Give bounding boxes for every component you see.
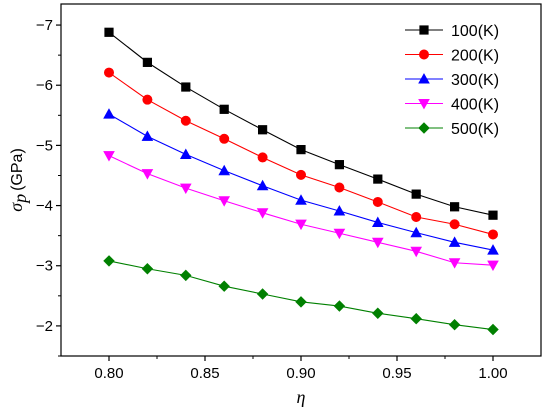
data-point — [257, 152, 268, 163]
data-point — [103, 108, 115, 119]
data-point — [333, 300, 346, 312]
data-point — [333, 228, 346, 240]
data-point — [179, 183, 192, 195]
data-point — [448, 318, 461, 331]
data-point — [411, 189, 421, 199]
legend-label: 300(K) — [451, 72, 499, 89]
data-point — [334, 160, 345, 170]
data-point — [296, 145, 306, 155]
y-axis-unit: (GPa) — [9, 148, 26, 191]
series-group — [103, 27, 499, 336]
series-2 — [104, 67, 498, 240]
data-point — [410, 226, 423, 238]
data-point — [181, 82, 191, 92]
x-ticks: 0.80 0.85 0.90 0.95 1.00 — [94, 356, 508, 382]
data-point — [334, 182, 345, 193]
legend-label: 400(K) — [451, 97, 499, 114]
data-point — [372, 196, 383, 207]
data-point — [256, 288, 269, 300]
x-tick-label: 0.90 — [286, 365, 315, 382]
data-point — [141, 169, 154, 180]
data-point — [487, 260, 499, 272]
data-point — [449, 202, 460, 212]
data-point — [371, 216, 384, 227]
series-4 — [103, 151, 499, 272]
data-point — [180, 269, 192, 282]
data-point — [373, 174, 383, 184]
legend-label: 200(K) — [451, 48, 499, 65]
data-point — [448, 236, 461, 247]
data-point — [418, 73, 430, 84]
series-3 — [103, 108, 499, 255]
legend-item: 200(K) — [405, 48, 499, 65]
y-tick-label: −5 — [36, 137, 53, 154]
data-point — [295, 219, 307, 231]
data-point — [487, 229, 498, 240]
data-point — [141, 130, 154, 141]
legend-label: 100(K) — [451, 23, 499, 40]
y-ticks: −2 −3 −4 −5 −6 −7 — [36, 17, 61, 357]
y-tick-label: −2 — [36, 318, 53, 335]
data-point — [487, 323, 499, 336]
data-point — [448, 258, 461, 269]
data-point — [410, 246, 423, 258]
y-tick-label: −6 — [36, 77, 53, 94]
legend-label: 500(K) — [451, 121, 499, 138]
data-point — [256, 179, 269, 191]
legend-item: 100(K) — [405, 23, 499, 40]
data-point — [219, 133, 230, 144]
data-point — [418, 122, 430, 134]
data-point — [372, 307, 384, 320]
data-point — [257, 125, 268, 135]
data-point — [104, 27, 114, 37]
data-point — [418, 49, 429, 60]
data-point — [295, 194, 307, 205]
series-5 — [103, 255, 499, 336]
data-point — [410, 312, 422, 325]
data-point — [333, 205, 346, 216]
x-tick-label: 0.85 — [190, 365, 219, 382]
y-tick-label: −7 — [36, 17, 53, 34]
series-1 — [104, 27, 498, 220]
y-axis-title: σp (GPa) — [6, 148, 30, 212]
x-tick-label: 0.95 — [382, 365, 411, 382]
data-point — [449, 219, 460, 230]
series-line — [108, 260, 494, 331]
data-point — [295, 169, 306, 180]
data-point — [179, 148, 192, 159]
series-line — [108, 31, 494, 216]
data-point — [103, 255, 115, 267]
legend-item: 500(K) — [405, 121, 499, 138]
y-tick-label: −3 — [36, 258, 53, 275]
y-axis-symbol: σ — [6, 202, 26, 212]
data-point — [103, 151, 115, 162]
data-point — [218, 280, 230, 292]
data-point — [104, 67, 115, 78]
data-point — [218, 196, 231, 207]
data-point — [487, 244, 499, 255]
data-point — [218, 164, 231, 176]
data-point — [142, 94, 153, 105]
data-point — [371, 237, 384, 249]
data-point — [180, 115, 191, 126]
data-point — [219, 104, 229, 114]
x-axis-title: η — [297, 387, 306, 407]
data-point — [419, 25, 429, 35]
data-point — [142, 57, 153, 67]
legend-item: 300(K) — [405, 72, 499, 89]
data-point — [256, 208, 269, 219]
data-point — [295, 296, 307, 308]
x-tick-label: 0.80 — [94, 365, 123, 382]
data-point — [141, 263, 154, 275]
x-tick-label: 1.00 — [478, 365, 507, 382]
legend-item: 400(K) — [405, 97, 499, 114]
data-point — [418, 98, 430, 110]
data-point — [488, 210, 498, 220]
y-tick-label: −4 — [36, 198, 53, 215]
data-point — [411, 212, 422, 223]
legend: 100(K) 200(K) 300(K) 400(K) 500(K) — [405, 23, 499, 138]
y-axis-subscript: p — [10, 194, 30, 205]
